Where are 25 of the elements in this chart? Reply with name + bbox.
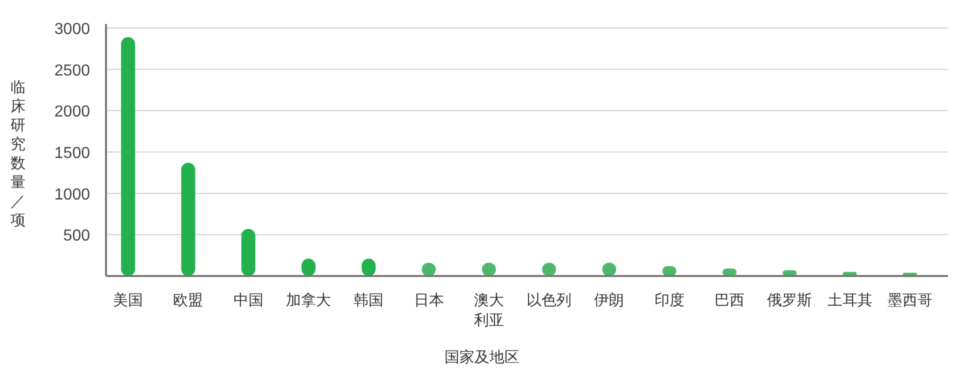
y-tick-label: 1500: [54, 145, 90, 162]
y-tick-label: 1000: [54, 186, 90, 204]
x-tick-label: 中国: [233, 292, 264, 309]
y-tick-label: 2000: [54, 104, 90, 121]
x-tick-label: 印度: [654, 292, 684, 309]
x-tick-label: 加拿大: [286, 292, 331, 309]
y-tick-label: 3000: [54, 21, 90, 38]
x-tick-label: 澳大利亚: [474, 292, 504, 329]
x-tick-label: 欧盟: [173, 292, 204, 309]
x-tick-label: 日本: [414, 292, 444, 309]
x-tick-label: 美国: [113, 292, 144, 309]
x-axis-title: 国家及地区: [444, 349, 520, 366]
bar: [181, 162, 196, 276]
y-tick-label: 500: [63, 228, 90, 245]
y-tick-label: 2500: [54, 62, 90, 80]
x-tick-label: 以色列: [526, 292, 572, 309]
x-tick-label: 韩国: [354, 292, 384, 309]
bar: [121, 37, 136, 276]
x-tick-label: 墨西哥: [887, 292, 932, 309]
x-tick-label: 巴西: [714, 292, 744, 309]
x-tick-label: 土耳其: [827, 292, 872, 309]
x-tick-label: 伊朗: [594, 292, 624, 309]
y-axis-title: 临床研究数量／项: [10, 79, 26, 229]
bar: [241, 228, 256, 276]
x-tick-label: 俄罗斯: [767, 292, 812, 309]
